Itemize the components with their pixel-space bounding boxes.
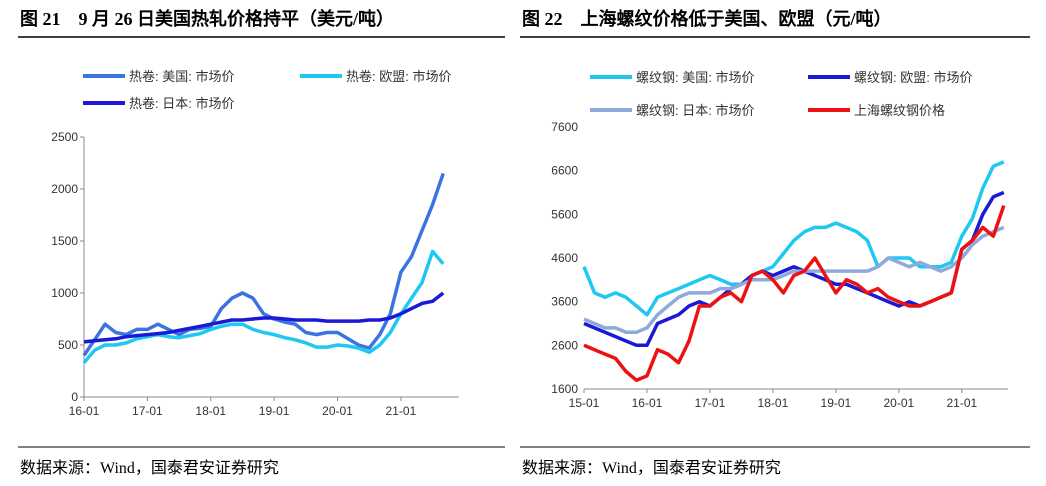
- y-tick-label: 1500: [51, 234, 78, 248]
- x-tick-label: 18-01: [758, 396, 789, 410]
- x-tick-label: 20-01: [322, 404, 353, 418]
- series-line: [583, 225, 1005, 334]
- legend-label: 热卷: 日本: 市场价: [129, 96, 234, 111]
- x-tick-label: 16-01: [69, 404, 100, 418]
- series-line: [82, 172, 445, 357]
- y-tick-label: 2600: [551, 338, 578, 352]
- series-line: [82, 249, 445, 364]
- series-line: [583, 190, 1005, 348]
- x-tick-label: 19-01: [821, 396, 852, 410]
- y-tick-label: 0: [71, 390, 78, 404]
- x-tick-label: 15-01: [569, 396, 600, 410]
- y-tick-label: 2500: [51, 130, 78, 144]
- y-tick-label: 500: [58, 338, 78, 352]
- x-tick-label: 18-01: [195, 404, 226, 418]
- x-tick-label: 17-01: [132, 404, 163, 418]
- y-tick-label: 1000: [51, 286, 78, 300]
- legend-label: 热卷: 欧盟: 市场价: [346, 69, 451, 84]
- legend-label: 螺纹钢: 日本: 市场价: [636, 103, 754, 118]
- legend-label: 螺纹钢: 美国: 市场价: [636, 70, 754, 85]
- y-tick-label: 5600: [551, 207, 578, 221]
- y-tick-label: 1600: [551, 382, 578, 396]
- legend-label: 螺纹钢: 欧盟: 市场价: [854, 70, 972, 85]
- series-line: [582, 160, 1005, 317]
- y-tick-label: 2000: [51, 182, 78, 196]
- series-line: [83, 291, 445, 344]
- chart-title: 图 22 上海螺纹价格低于美国、欧盟（元/吨）: [522, 8, 892, 29]
- x-tick-label: 16-01: [632, 396, 663, 410]
- series-line: [583, 205, 1006, 383]
- y-tick-label: 3600: [551, 295, 578, 309]
- x-tick-label: 21-01: [386, 404, 417, 418]
- chart-title: 图 21 9 月 26 日美国热轧价格持平（美元/吨）: [20, 8, 394, 29]
- x-tick-label: 20-01: [883, 396, 914, 410]
- legend-label: 热卷: 美国: 市场价: [129, 69, 234, 84]
- source-note: 数据来源：Wind，国泰君安证券研究: [20, 459, 279, 477]
- y-tick-label: 4600: [551, 251, 578, 265]
- x-tick-label: 17-01: [695, 396, 726, 410]
- y-tick-label: 6600: [551, 164, 578, 178]
- x-tick-label: 21-01: [946, 396, 977, 410]
- legend-label: 上海螺纹钢价格: [854, 103, 945, 118]
- x-tick-label: 19-01: [259, 404, 290, 418]
- source-note: 数据来源：Wind，国泰君安证券研究: [522, 459, 781, 477]
- y-tick-label: 7600: [551, 120, 578, 134]
